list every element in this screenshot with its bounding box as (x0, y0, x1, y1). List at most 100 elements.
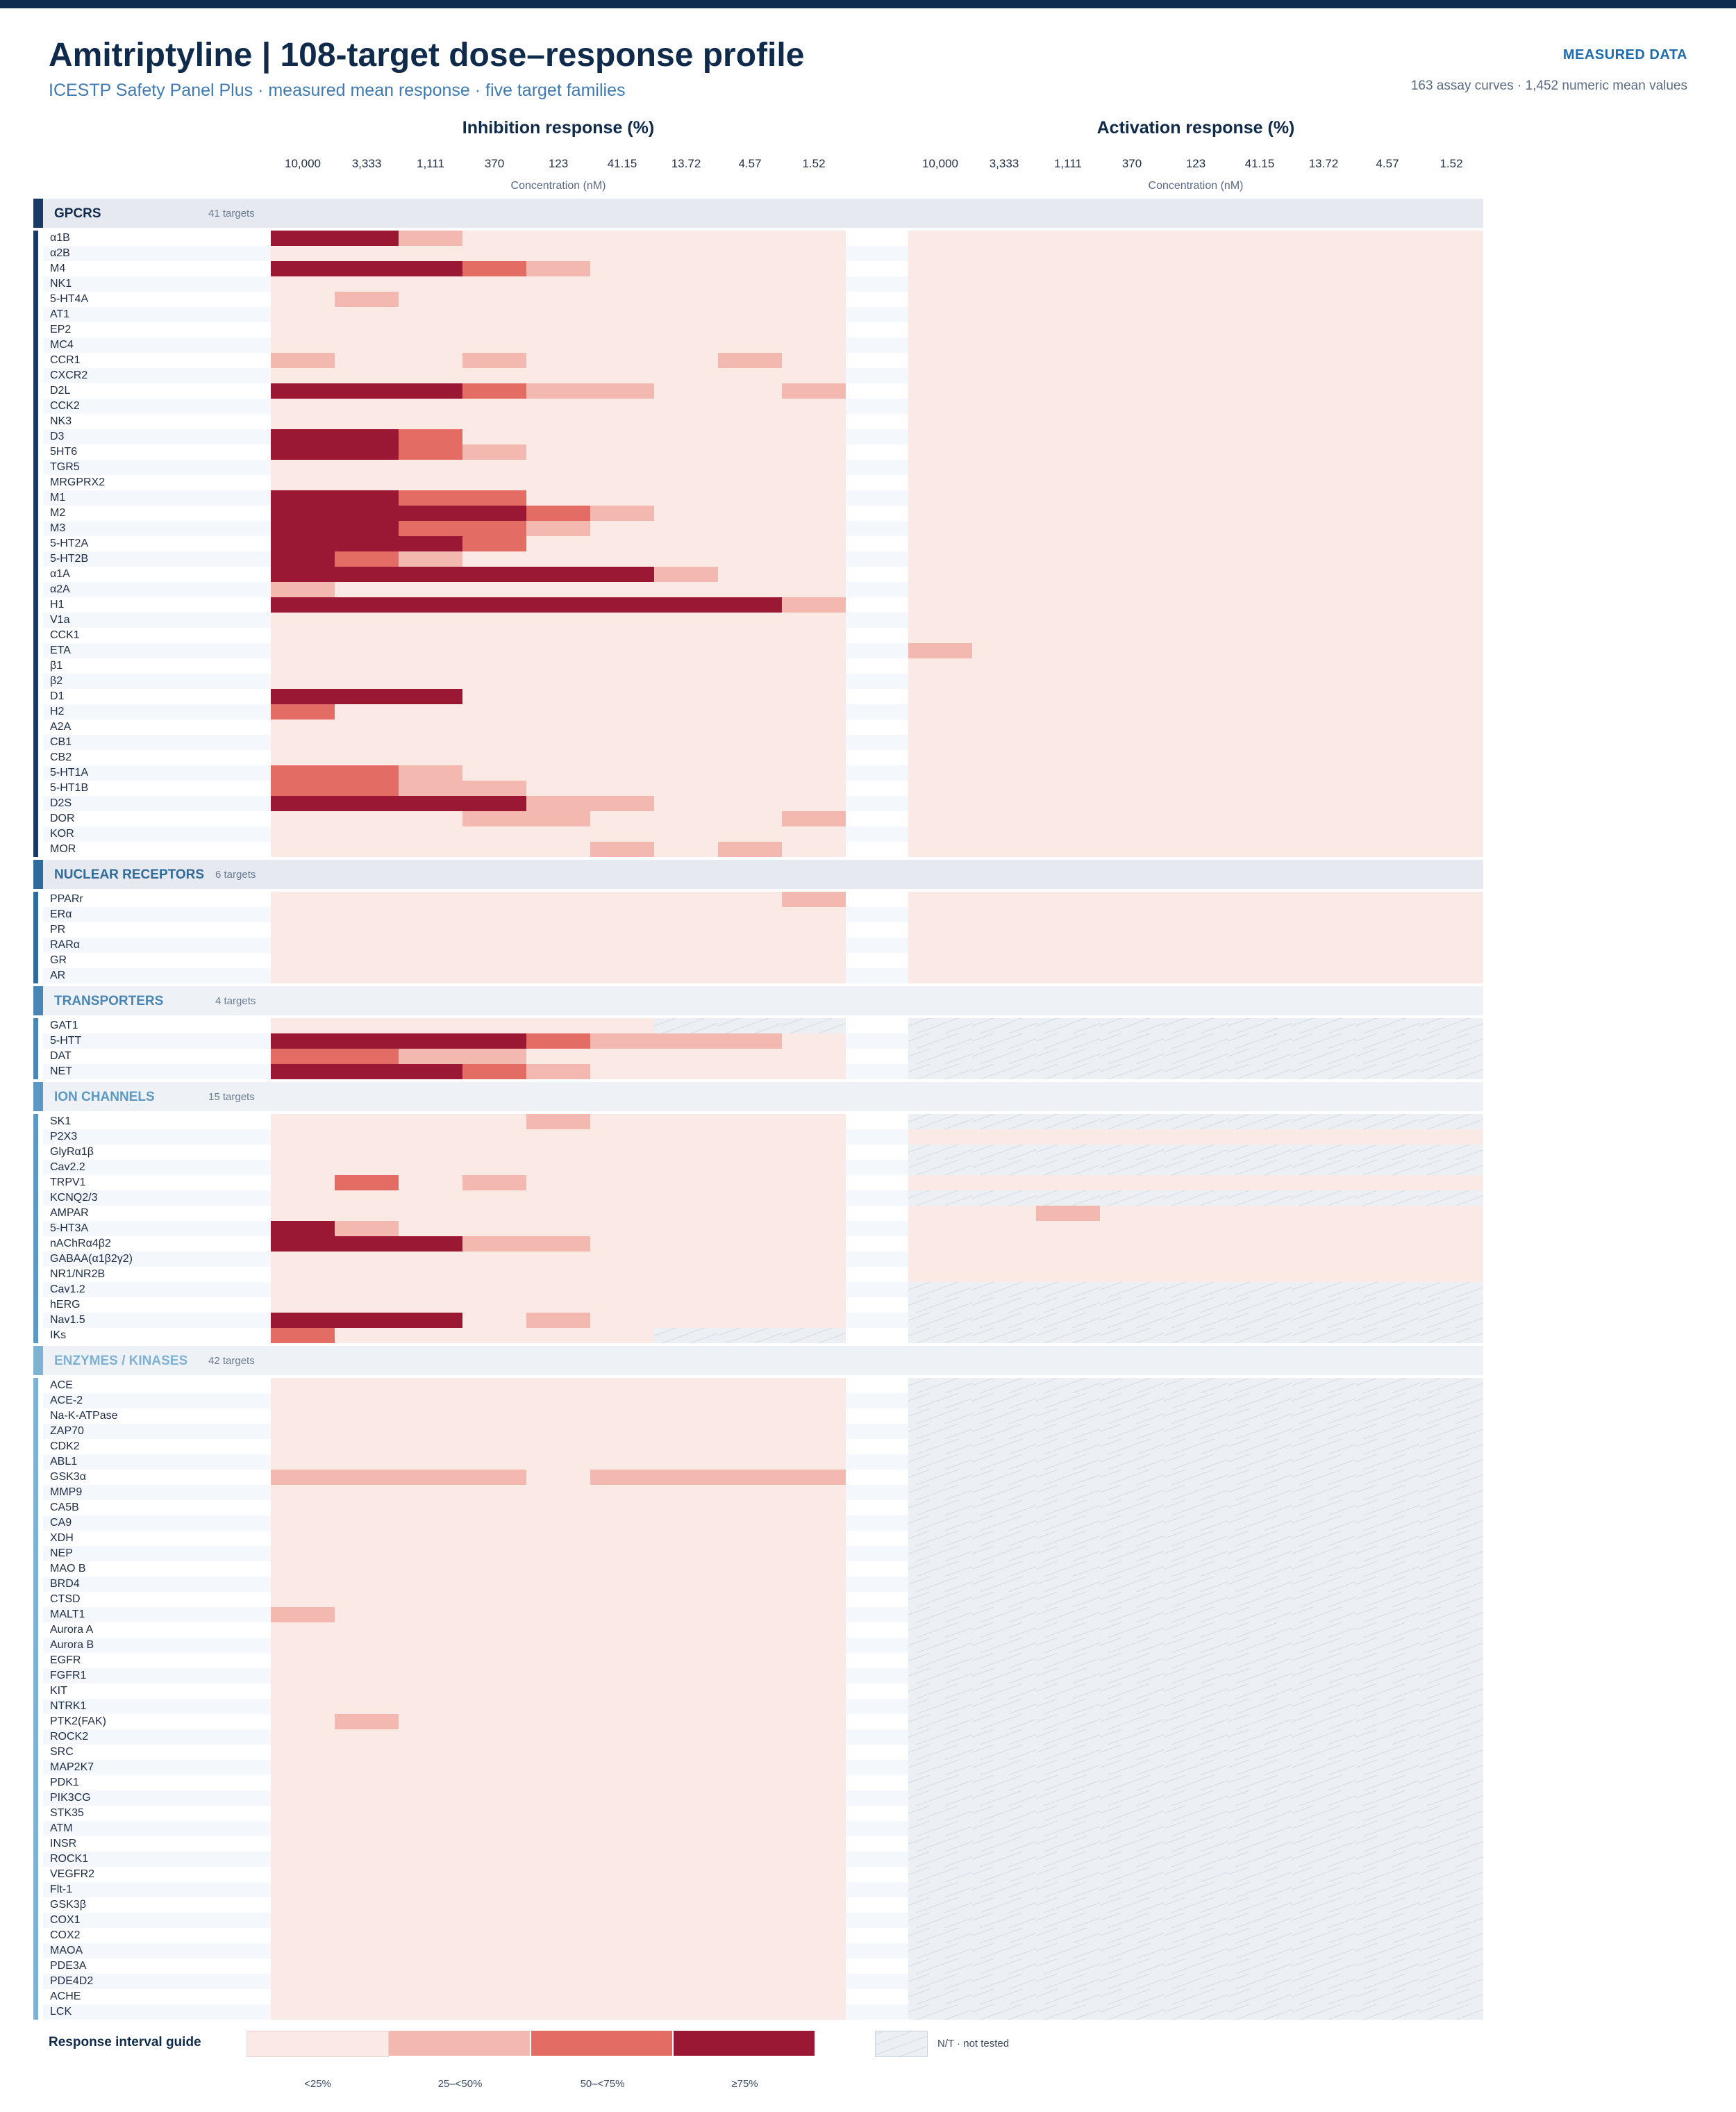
heatmap-cell (590, 1408, 654, 1424)
heatmap-cell (782, 2004, 846, 2020)
heatmap-cell (399, 429, 462, 444)
heatmap-cell (526, 1653, 590, 1668)
target-label: TGR5 (50, 461, 80, 473)
heatmap-cell (271, 1221, 335, 1236)
heatmap-cell (972, 1206, 1036, 1221)
heatmap-cell-not-tested (1164, 1821, 1228, 1836)
heatmap-cell (1419, 922, 1483, 938)
heatmap-cell (654, 1913, 718, 1928)
heatmap-cell-not-tested (1228, 1867, 1292, 1882)
heatmap-cell (1228, 307, 1292, 322)
heatmap-cell (399, 1033, 462, 1049)
heatmap-cell (399, 704, 462, 720)
heatmap-cell (718, 1236, 782, 1252)
heatmap-cell (590, 1424, 654, 1439)
heatmap-cell-not-tested (1292, 1546, 1355, 1561)
heatmap-cell-not-tested (1355, 1974, 1419, 1989)
heatmap-cell (1036, 643, 1100, 658)
heatmap-cell (718, 826, 782, 842)
heatmap-cell-not-tested (908, 1806, 972, 1821)
heatmap-cell-not-tested (1228, 1424, 1292, 1439)
heatmap-cell-not-tested (1228, 1897, 1292, 1913)
heatmap-cell (718, 582, 782, 597)
heatmap-cell-not-tested (908, 1297, 972, 1313)
heatmap-cell-not-tested (1100, 1018, 1164, 1033)
heatmap-cell (718, 1790, 782, 1806)
heatmap-cell-not-tested (908, 1064, 972, 1079)
heatmap-cell-not-tested (972, 1928, 1036, 1943)
heatmap-cell (654, 643, 718, 658)
heatmap-cell (908, 231, 972, 246)
heatmap-cell-not-tested (1419, 1974, 1483, 1989)
heatmap-cell (1228, 1236, 1292, 1252)
heatmap-cell (399, 1531, 462, 1546)
heatmap-cell (1355, 1267, 1419, 1282)
heatmap-cell-not-tested (1164, 1577, 1228, 1592)
heatmap-cell (1419, 1206, 1483, 1221)
heatmap-cell-not-tested (1100, 1378, 1164, 1393)
heatmap-cell (1355, 276, 1419, 292)
heatmap-cell (1228, 414, 1292, 429)
heatmap-cell-not-tested (1100, 1974, 1164, 1989)
heatmap-cell (399, 1018, 462, 1033)
heatmap-cell (271, 307, 335, 322)
heatmap-cell (1036, 567, 1100, 582)
heatmap-cell-not-tested (972, 1515, 1036, 1531)
heatmap-cell (271, 781, 335, 796)
heatmap-cell (718, 1129, 782, 1145)
heatmap-cell-not-tested (908, 1607, 972, 1622)
heatmap-cell-not-tested (1419, 1454, 1483, 1470)
heatmap-cell (1419, 1221, 1483, 1236)
heatmap-cell (271, 1989, 335, 2004)
heatmap-cell-not-tested (1292, 1897, 1355, 1913)
heatmap-cell (335, 1561, 399, 1577)
heatmap-cell-not-tested (1100, 1470, 1164, 1485)
heatmap-cell-not-tested (972, 1714, 1036, 1729)
heatmap-cell-not-tested (1164, 1699, 1228, 1714)
heatmap-cell-not-tested (1164, 1638, 1228, 1653)
heatmap-cell-not-tested (908, 1378, 972, 1393)
heatmap-cell-not-tested (972, 1760, 1036, 1775)
heatmap-cell (1036, 521, 1100, 536)
heatmap-cell (972, 1175, 1036, 1190)
target-label: DOR (50, 813, 75, 824)
heatmap-cell (718, 444, 782, 460)
heatmap-cell-not-tested (1355, 1989, 1419, 2004)
concentration-tick: 1,111 (416, 157, 445, 170)
concentration-axis-label: Concentration (nM) (1148, 180, 1244, 192)
heatmap-cell (972, 658, 1036, 674)
heatmap-cell (718, 429, 782, 444)
heatmap-cell-not-tested (1228, 1714, 1292, 1729)
heatmap-cell-not-tested (1164, 1974, 1228, 1989)
target-label: EP2 (50, 324, 72, 335)
heatmap-cell (1228, 892, 1292, 907)
heatmap-cell (1036, 765, 1100, 781)
heatmap-cell (1419, 968, 1483, 983)
heatmap-cell-not-tested (1164, 1531, 1228, 1546)
heatmap-cell (590, 383, 654, 399)
heatmap-cell (782, 1821, 846, 1836)
heatmap-cell (271, 1592, 335, 1607)
heatmap-cell (590, 1974, 654, 1989)
heatmap-cell (462, 1852, 526, 1867)
heatmap-cell (271, 1033, 335, 1049)
heatmap-cell-not-tested (1419, 1328, 1483, 1343)
heatmap-cell (271, 1129, 335, 1145)
heatmap-cell (462, 953, 526, 968)
heatmap-cell (718, 1470, 782, 1485)
heatmap-cell (908, 720, 972, 735)
heatmap-cell-not-tested (1100, 1790, 1164, 1806)
heatmap-cell (590, 276, 654, 292)
target-label: 5-HT2B (50, 553, 89, 565)
heatmap-cell-not-tested (1292, 1867, 1355, 1882)
heatmap-cell (718, 750, 782, 765)
heatmap-cell-not-tested (1355, 1190, 1419, 1206)
heatmap-cell (1228, 536, 1292, 551)
heatmap-cell (1164, 353, 1228, 368)
heatmap-cell (590, 1160, 654, 1175)
heatmap-cell (590, 907, 654, 922)
heatmap-cell (462, 1129, 526, 1145)
heatmap-cell-not-tested (972, 1454, 1036, 1470)
heatmap-cell (1355, 1175, 1419, 1190)
heatmap-cell (1292, 292, 1355, 307)
